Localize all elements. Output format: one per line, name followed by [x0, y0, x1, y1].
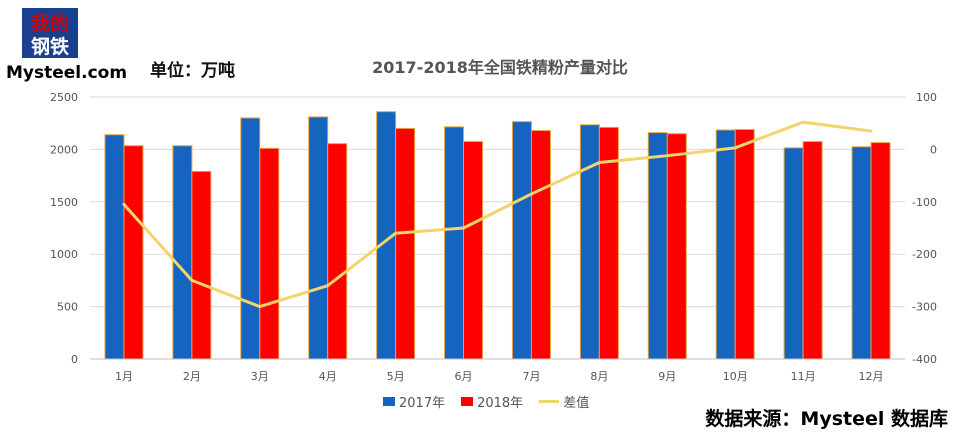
legend-swatch-2018 [461, 397, 474, 406]
diff-point [462, 226, 466, 230]
bar-2018 [734, 128, 755, 360]
bar-2018 [802, 141, 823, 360]
bar-2017 [783, 147, 804, 360]
bar-2017 [308, 116, 329, 360]
diff-point [665, 154, 669, 158]
diff-point [190, 278, 194, 282]
bar-2018 [870, 142, 891, 360]
y-right-tick-label: -200 [912, 248, 937, 261]
bar-2018 [191, 170, 212, 360]
y-left-tick-label: 500 [57, 301, 78, 314]
bar-2018 [327, 143, 348, 360]
logo-badge [22, 8, 78, 58]
chart-legend: 2017年 2018年 差值 [383, 392, 599, 411]
bar-2018 [123, 145, 144, 360]
x-tick-label: 1月 [115, 370, 133, 383]
y-left-tick-label: 2000 [50, 143, 78, 156]
line-layer [122, 120, 873, 309]
bar-2018 [463, 141, 484, 360]
logo-text-line2: 钢铁 [31, 35, 69, 58]
series-line-diff [122, 120, 872, 309]
x-tick-label: 11月 [791, 370, 816, 383]
bar-2017 [511, 121, 532, 360]
bar-layer [104, 111, 891, 360]
y-left-tick-label: 1000 [50, 248, 78, 261]
y-right-tick-label: -300 [912, 301, 937, 314]
y-left-tick-label: 2500 [50, 91, 78, 104]
diff-point [394, 231, 398, 235]
diff-point [326, 284, 330, 288]
x-tick-label: 3月 [251, 370, 269, 383]
legend-label-2018: 2018年 [477, 396, 524, 411]
diff-point [529, 192, 533, 196]
logo-brand: Mysteel.com [6, 63, 126, 83]
bar-2017 [647, 132, 668, 360]
y-right-tick-label: 0 [930, 143, 937, 156]
y-right-tick-label: -100 [912, 196, 937, 209]
x-tick-label: 10月 [723, 370, 748, 383]
legend-item-diff: 差值 [539, 392, 589, 411]
bar-2017 [240, 117, 261, 360]
legend-item-2018: 2018年 [461, 392, 523, 411]
y-right-tick-label: -400 [912, 353, 937, 366]
x-tick-label: 6月 [455, 370, 473, 383]
legend-swatch-2017 [383, 397, 395, 406]
x-tick-label: 4月 [319, 370, 337, 383]
bar-2018 [530, 130, 551, 360]
chart-title: 2017-2018年全国铁精粉产量对比 [372, 58, 628, 77]
x-tick-label: 2月 [183, 370, 201, 383]
bar-2018 [395, 127, 416, 360]
diff-point [122, 202, 126, 206]
bar-2017 [579, 124, 600, 360]
legend-item-2017: 2017年 [383, 392, 445, 411]
source-label: 数据来源：Mysteel 数据库 [705, 408, 948, 430]
bar-2017 [172, 145, 193, 360]
bar-2017 [444, 126, 465, 360]
y-left-tick-label: 0 [71, 353, 78, 366]
diff-point [597, 161, 601, 164]
diff-point [258, 305, 262, 309]
x-tick-label: 9月 [658, 370, 676, 383]
bar-2017 [851, 146, 872, 360]
diff-point [869, 129, 873, 133]
bar-2017 [104, 134, 125, 360]
x-tick-label: 8月 [590, 370, 608, 383]
legend-swatch-diff [539, 400, 560, 403]
diff-point [801, 120, 805, 124]
diff-point [733, 146, 737, 150]
y-right-tick-label: 100 [916, 91, 937, 104]
bar-2018 [666, 133, 687, 360]
x-tick-label: 7月 [522, 370, 540, 383]
grid-layer [90, 96, 905, 360]
bar-2018 [259, 147, 280, 360]
y-left-tick-label: 1500 [50, 196, 78, 209]
unit-label: 单位：万吨 [150, 61, 235, 81]
mysteel-logo: 我的 钢铁 Mysteel.com [6, 8, 126, 83]
legend-label-diff: 差值 [563, 396, 590, 411]
x-tick-label: 5月 [387, 370, 405, 383]
legend-label-2017: 2017年 [399, 396, 446, 411]
bar-2017 [715, 129, 736, 360]
x-tick-label: 12月 [859, 370, 884, 383]
logo-text-line1: 我的 [31, 12, 69, 35]
axis-layer: 0 500 1000 1500 2000 2500 -400 -300 -200 -100 0 100… [50, 91, 937, 383]
